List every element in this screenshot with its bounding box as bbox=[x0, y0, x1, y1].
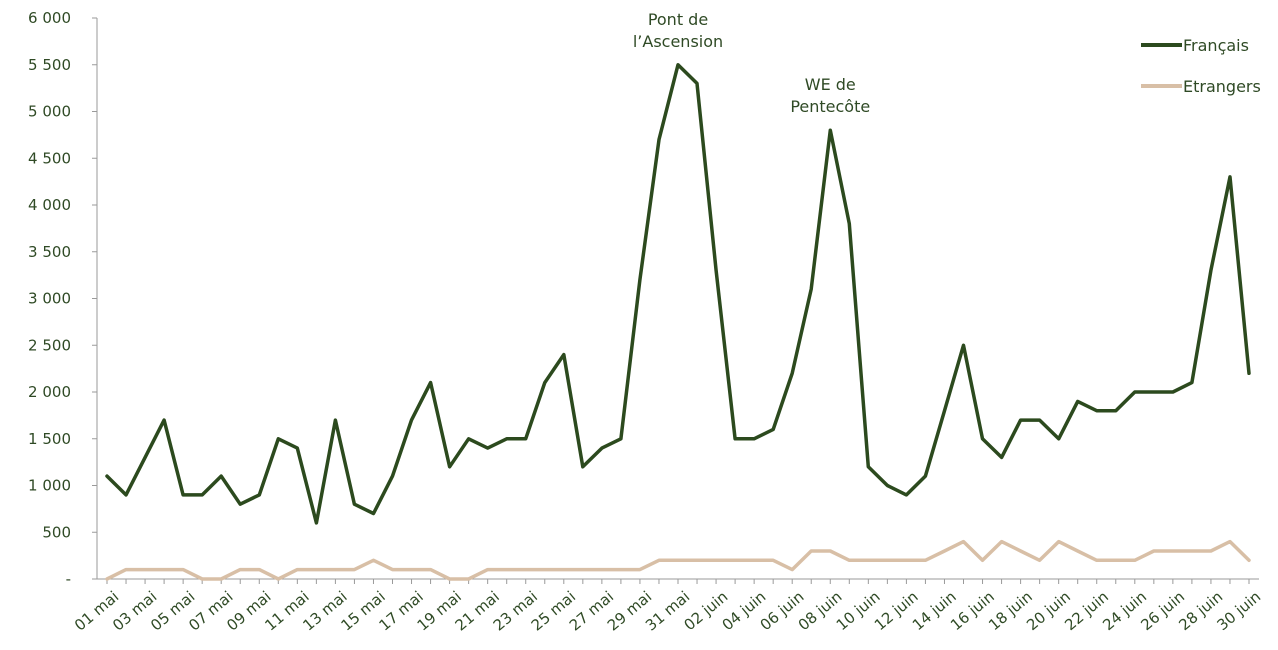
y-tick-label: 3 500 bbox=[28, 243, 71, 261]
y-tick-label: - bbox=[66, 570, 71, 588]
annotations: Pont de l’Ascension WE de Pentecôte bbox=[633, 10, 870, 116]
legend-label: Etrangers bbox=[1183, 77, 1261, 96]
annotation-label: Pont de bbox=[648, 10, 708, 29]
annotation-label: l’Ascension bbox=[633, 32, 723, 51]
y-tick-label: 1 500 bbox=[28, 430, 71, 448]
y-tick-label: 4 500 bbox=[28, 149, 71, 167]
y-tick-label: 5 000 bbox=[28, 103, 71, 121]
series-lines bbox=[105, 63, 1251, 581]
axes bbox=[96, 18, 1259, 580]
legend-label: Français bbox=[1183, 36, 1249, 55]
y-tick-label: 2 000 bbox=[28, 383, 71, 401]
series-line-francais bbox=[105, 63, 1251, 525]
y-axis-ticks: - 500 1 000 1 500 2 000 2 500 3 000 3 500 4 000 4… bbox=[28, 9, 97, 588]
legend: Français Etrangers bbox=[1141, 36, 1261, 96]
annotation-label: WE de bbox=[805, 75, 856, 94]
x-tick-label: 30 juin bbox=[1213, 587, 1264, 634]
y-tick-label: 1 000 bbox=[28, 477, 71, 495]
y-tick-label: 2 500 bbox=[28, 336, 71, 354]
y-tick-label: 500 bbox=[42, 523, 71, 541]
y-tick-label: 4 000 bbox=[28, 196, 71, 214]
series-line-etrangers bbox=[105, 539, 1251, 581]
y-tick-label: 6 000 bbox=[28, 9, 71, 27]
y-tick-label: 3 000 bbox=[28, 290, 71, 308]
y-tick-label: 5 500 bbox=[28, 56, 71, 74]
annotation-label: Pentecôte bbox=[790, 97, 870, 116]
